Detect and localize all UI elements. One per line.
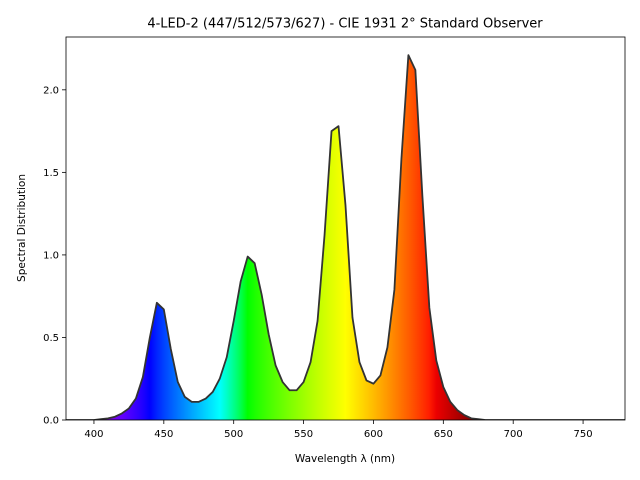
x-axis: 400 450 500 550 600 650 700 750 [84, 420, 593, 440]
spectrum-fill-area [66, 55, 625, 420]
x-tick-label: 750 [574, 429, 593, 440]
plot-area [66, 54, 625, 420]
y-tick-label: 1.0 [43, 250, 59, 261]
chart-title: 4-LED-2 (447/512/573/627) - CIE 1931 2° … [147, 17, 543, 32]
y-tick-label: 1.5 [43, 168, 59, 179]
x-tick-label: 450 [154, 429, 173, 440]
y-tick-label: 0.0 [43, 416, 59, 427]
y-axis-label: Spectral Distribution [16, 174, 28, 282]
y-tick-label: 0.5 [43, 333, 59, 344]
x-axis-label: Wavelength λ (nm) [295, 453, 395, 465]
axes-frame [65, 36, 626, 421]
x-tick-label: 650 [434, 429, 453, 440]
y-tick-label: 2.0 [43, 85, 59, 96]
series-line [66, 54, 625, 420]
x-tick-label: 600 [364, 429, 383, 440]
x-tick-label: 400 [84, 429, 103, 440]
y-axis: 0.0 0.5 1.0 1.5 2.0 [43, 85, 66, 427]
x-tick-label: 500 [224, 429, 243, 440]
x-tick-label: 550 [294, 429, 313, 440]
x-tick-label: 700 [504, 429, 523, 440]
